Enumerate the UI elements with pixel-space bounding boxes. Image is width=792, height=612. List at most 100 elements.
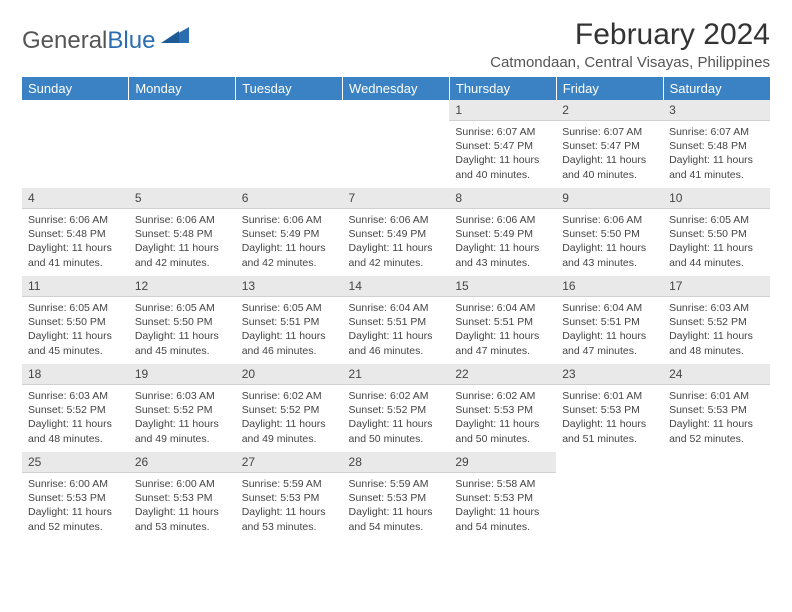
day-details: Sunrise: 6:06 AMSunset: 5:49 PMDaylight:…	[236, 209, 343, 274]
day-number: 1	[449, 100, 556, 121]
day-number: 3	[663, 100, 770, 121]
day-details: Sunrise: 6:05 AMSunset: 5:51 PMDaylight:…	[236, 297, 343, 362]
day-details: Sunrise: 6:06 AMSunset: 5:48 PMDaylight:…	[22, 209, 129, 274]
calendar-cell: 1Sunrise: 6:07 AMSunset: 5:47 PMDaylight…	[449, 100, 556, 188]
day-details: Sunrise: 6:03 AMSunset: 5:52 PMDaylight:…	[22, 385, 129, 450]
day-number: 19	[129, 364, 236, 385]
calendar-row: 11Sunrise: 6:05 AMSunset: 5:50 PMDayligh…	[22, 276, 770, 364]
calendar-cell: 19Sunrise: 6:03 AMSunset: 5:52 PMDayligh…	[129, 364, 236, 452]
header: GeneralBlue February 2024 Catmondaan, Ce…	[22, 18, 770, 71]
calendar-body: 1Sunrise: 6:07 AMSunset: 5:47 PMDaylight…	[22, 100, 770, 540]
calendar-cell: 5Sunrise: 6:06 AMSunset: 5:48 PMDaylight…	[129, 188, 236, 276]
calendar-cell	[343, 100, 450, 188]
day-details: Sunrise: 6:01 AMSunset: 5:53 PMDaylight:…	[556, 385, 663, 450]
day-number: 20	[236, 364, 343, 385]
day-details: Sunrise: 5:59 AMSunset: 5:53 PMDaylight:…	[236, 473, 343, 538]
weekday-header: Sunday	[22, 77, 129, 100]
day-number: 14	[343, 276, 450, 297]
day-number: 13	[236, 276, 343, 297]
day-number: 26	[129, 452, 236, 473]
logo-triangle-icon	[161, 22, 189, 50]
day-number: 6	[236, 188, 343, 209]
weekday-header: Saturday	[663, 77, 770, 100]
day-details: Sunrise: 6:06 AMSunset: 5:49 PMDaylight:…	[449, 209, 556, 274]
day-number: 21	[343, 364, 450, 385]
calendar-cell	[663, 452, 770, 540]
calendar-table: SundayMondayTuesdayWednesdayThursdayFrid…	[22, 77, 770, 540]
calendar-cell: 29Sunrise: 5:58 AMSunset: 5:53 PMDayligh…	[449, 452, 556, 540]
day-number: 29	[449, 452, 556, 473]
day-details: Sunrise: 6:00 AMSunset: 5:53 PMDaylight:…	[129, 473, 236, 538]
day-details: Sunrise: 6:02 AMSunset: 5:53 PMDaylight:…	[449, 385, 556, 450]
month-title: February 2024	[490, 18, 770, 52]
calendar-cell: 17Sunrise: 6:03 AMSunset: 5:52 PMDayligh…	[663, 276, 770, 364]
day-details: Sunrise: 6:04 AMSunset: 5:51 PMDaylight:…	[556, 297, 663, 362]
weekday-header: Thursday	[449, 77, 556, 100]
calendar-cell: 26Sunrise: 6:00 AMSunset: 5:53 PMDayligh…	[129, 452, 236, 540]
day-number: 15	[449, 276, 556, 297]
day-details: Sunrise: 6:03 AMSunset: 5:52 PMDaylight:…	[663, 297, 770, 362]
day-details: Sunrise: 6:00 AMSunset: 5:53 PMDaylight:…	[22, 473, 129, 538]
logo: GeneralBlue	[22, 22, 189, 60]
calendar-cell: 21Sunrise: 6:02 AMSunset: 5:52 PMDayligh…	[343, 364, 450, 452]
day-details: Sunrise: 6:06 AMSunset: 5:48 PMDaylight:…	[129, 209, 236, 274]
calendar-cell: 24Sunrise: 6:01 AMSunset: 5:53 PMDayligh…	[663, 364, 770, 452]
logo-text-blue: Blue	[107, 27, 155, 55]
calendar-cell: 18Sunrise: 6:03 AMSunset: 5:52 PMDayligh…	[22, 364, 129, 452]
title-block: February 2024 Catmondaan, Central Visaya…	[490, 18, 770, 71]
calendar-cell: 8Sunrise: 6:06 AMSunset: 5:49 PMDaylight…	[449, 188, 556, 276]
calendar-row: 1Sunrise: 6:07 AMSunset: 5:47 PMDaylight…	[22, 100, 770, 188]
day-details: Sunrise: 6:01 AMSunset: 5:53 PMDaylight:…	[663, 385, 770, 450]
day-number: 24	[663, 364, 770, 385]
day-number: 9	[556, 188, 663, 209]
day-number: 23	[556, 364, 663, 385]
calendar-cell: 2Sunrise: 6:07 AMSunset: 5:47 PMDaylight…	[556, 100, 663, 188]
day-number: 8	[449, 188, 556, 209]
weekday-header: Wednesday	[343, 77, 450, 100]
day-number: 16	[556, 276, 663, 297]
calendar-cell	[129, 100, 236, 188]
calendar-cell: 6Sunrise: 6:06 AMSunset: 5:49 PMDaylight…	[236, 188, 343, 276]
calendar-cell: 11Sunrise: 6:05 AMSunset: 5:50 PMDayligh…	[22, 276, 129, 364]
day-details: Sunrise: 6:04 AMSunset: 5:51 PMDaylight:…	[449, 297, 556, 362]
day-details: Sunrise: 6:05 AMSunset: 5:50 PMDaylight:…	[22, 297, 129, 362]
calendar-cell: 3Sunrise: 6:07 AMSunset: 5:48 PMDaylight…	[663, 100, 770, 188]
calendar-cell: 20Sunrise: 6:02 AMSunset: 5:52 PMDayligh…	[236, 364, 343, 452]
day-details: Sunrise: 6:07 AMSunset: 5:47 PMDaylight:…	[449, 121, 556, 186]
day-number: 10	[663, 188, 770, 209]
day-number: 4	[22, 188, 129, 209]
calendar-row: 25Sunrise: 6:00 AMSunset: 5:53 PMDayligh…	[22, 452, 770, 540]
calendar-cell: 4Sunrise: 6:06 AMSunset: 5:48 PMDaylight…	[22, 188, 129, 276]
calendar-cell: 28Sunrise: 5:59 AMSunset: 5:53 PMDayligh…	[343, 452, 450, 540]
day-details: Sunrise: 6:05 AMSunset: 5:50 PMDaylight:…	[129, 297, 236, 362]
weekday-header: Friday	[556, 77, 663, 100]
calendar-cell: 9Sunrise: 6:06 AMSunset: 5:50 PMDaylight…	[556, 188, 663, 276]
day-number: 2	[556, 100, 663, 121]
calendar-cell: 25Sunrise: 6:00 AMSunset: 5:53 PMDayligh…	[22, 452, 129, 540]
day-details: Sunrise: 6:05 AMSunset: 5:50 PMDaylight:…	[663, 209, 770, 274]
calendar-row: 4Sunrise: 6:06 AMSunset: 5:48 PMDaylight…	[22, 188, 770, 276]
calendar-cell: 23Sunrise: 6:01 AMSunset: 5:53 PMDayligh…	[556, 364, 663, 452]
day-details: Sunrise: 6:02 AMSunset: 5:52 PMDaylight:…	[236, 385, 343, 450]
day-number: 5	[129, 188, 236, 209]
calendar-cell: 22Sunrise: 6:02 AMSunset: 5:53 PMDayligh…	[449, 364, 556, 452]
weekday-header: Monday	[129, 77, 236, 100]
location-subtitle: Catmondaan, Central Visayas, Philippines	[490, 54, 770, 71]
calendar-cell: 15Sunrise: 6:04 AMSunset: 5:51 PMDayligh…	[449, 276, 556, 364]
calendar-cell	[556, 452, 663, 540]
day-details: Sunrise: 6:07 AMSunset: 5:48 PMDaylight:…	[663, 121, 770, 186]
day-number: 17	[663, 276, 770, 297]
day-number: 28	[343, 452, 450, 473]
weekday-header: Tuesday	[236, 77, 343, 100]
day-details: Sunrise: 6:03 AMSunset: 5:52 PMDaylight:…	[129, 385, 236, 450]
day-number: 27	[236, 452, 343, 473]
calendar-cell: 27Sunrise: 5:59 AMSunset: 5:53 PMDayligh…	[236, 452, 343, 540]
calendar-cell	[236, 100, 343, 188]
day-details: Sunrise: 6:04 AMSunset: 5:51 PMDaylight:…	[343, 297, 450, 362]
day-number: 7	[343, 188, 450, 209]
day-number: 18	[22, 364, 129, 385]
logo-text-general: General	[22, 27, 107, 55]
day-number: 22	[449, 364, 556, 385]
calendar-cell: 13Sunrise: 6:05 AMSunset: 5:51 PMDayligh…	[236, 276, 343, 364]
calendar-cell: 10Sunrise: 6:05 AMSunset: 5:50 PMDayligh…	[663, 188, 770, 276]
